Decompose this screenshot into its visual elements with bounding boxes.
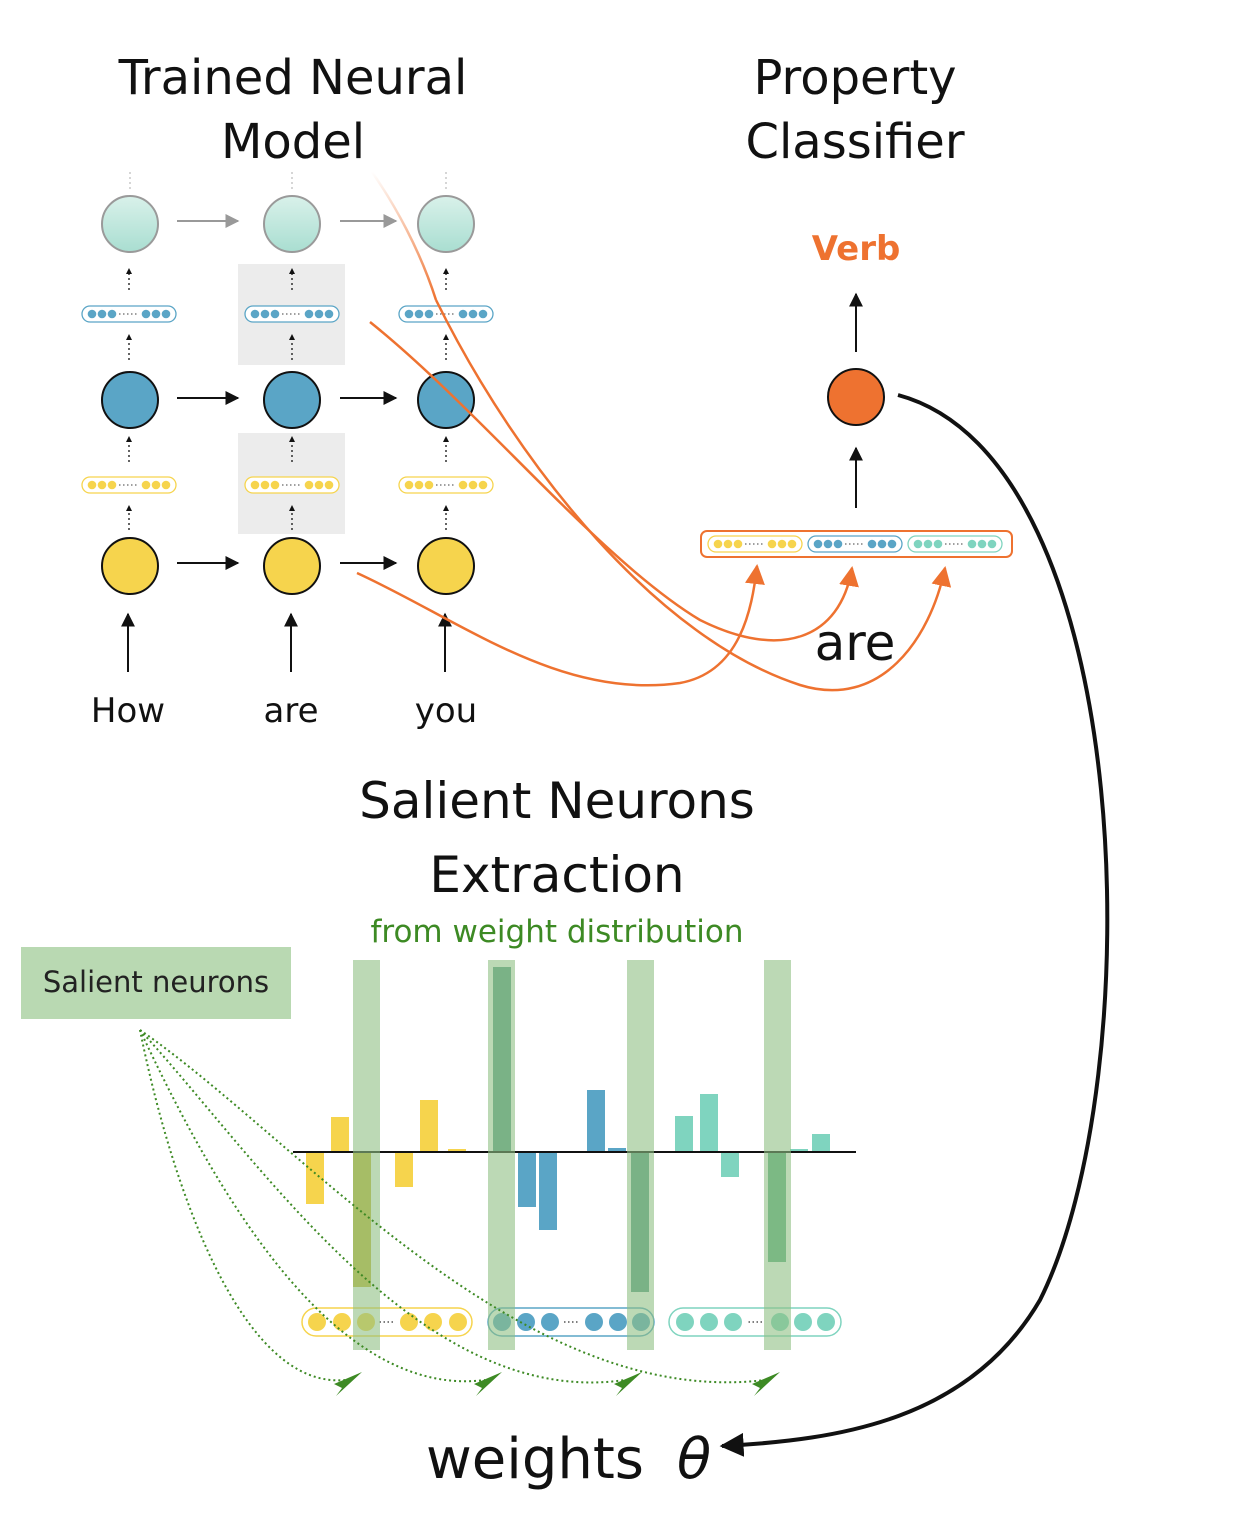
hidden2-node-1 <box>101 371 159 429</box>
weight-bar-17 <box>790 1149 808 1152</box>
salient-bands <box>353 960 791 1350</box>
weight-bar-10 <box>587 1090 605 1152</box>
hidden1-node-1 <box>101 537 159 595</box>
input-arrows <box>121 612 452 672</box>
model-title-line2: Model <box>221 114 365 170</box>
orange-curve-yellow <box>356 564 765 687</box>
blue-vector-2 <box>244 305 340 323</box>
yellow-vector-1 <box>81 476 177 494</box>
weight-bar-6 <box>448 1149 466 1152</box>
orange-curve-blue <box>369 321 859 642</box>
orange-curve-teal <box>434 299 952 692</box>
theta-symbol: θ <box>677 1427 711 1492</box>
hidden-layer-2 <box>101 371 475 429</box>
salient-band-3 <box>627 960 654 1350</box>
token-how: How <box>91 691 165 731</box>
verb-label: Verb <box>812 229 901 269</box>
weight-distribution <box>306 967 830 1292</box>
concat-blue <box>807 535 903 553</box>
salient-arrowhead-4 <box>752 1372 780 1396</box>
weight-bar-8 <box>518 1152 536 1207</box>
salient-arrowhead-2 <box>474 1372 502 1396</box>
yellow-vector-3 <box>398 476 494 494</box>
weight-bar-15 <box>721 1152 739 1177</box>
output-node-3 <box>417 195 475 253</box>
salient-band-4 <box>764 960 791 1350</box>
concat-teal <box>907 535 1003 553</box>
salient-neurons-label: Salient neurons <box>43 965 269 999</box>
column-vectors <box>81 268 494 530</box>
salient-arrowhead-1 <box>334 1372 362 1396</box>
orange-connections <box>356 299 952 692</box>
extraction-subtitle: from weight distribution <box>370 914 743 950</box>
model-title-line1: Trained Neural <box>118 50 468 106</box>
salient-curve-1 <box>139 1029 346 1382</box>
token-you: you <box>415 691 477 731</box>
yellow-neuron-vector <box>301 1307 473 1337</box>
hidden2-node-3 <box>417 371 475 429</box>
hidden1-node-3 <box>417 537 475 595</box>
bottom-neuron-vectors <box>301 1307 842 1337</box>
weights-label: weights <box>426 1427 644 1492</box>
salient-band-2 <box>488 960 515 1350</box>
teal-neuron-vector <box>668 1307 842 1337</box>
hidden1-node-2 <box>263 537 321 595</box>
salient-neurons-box <box>21 947 291 1019</box>
classifier-title-line2: Classifier <box>745 114 964 170</box>
classifier-to-weights-arrow <box>719 393 1110 1457</box>
yellow-vector-2 <box>244 476 340 494</box>
concat-yellow <box>707 535 803 553</box>
weight-bar-2 <box>331 1117 349 1152</box>
hidden-layer-1 <box>101 537 475 595</box>
weight-bar-13 <box>675 1116 693 1152</box>
output-layer <box>101 195 475 253</box>
weight-bar-1 <box>306 1152 324 1204</box>
salient-arrowhead-3 <box>614 1372 642 1396</box>
weight-bar-9 <box>539 1152 557 1230</box>
weight-bar-4 <box>395 1152 413 1187</box>
weight-bar-5 <box>420 1100 438 1152</box>
blue-vector-3 <box>398 305 494 323</box>
salient-curve-3 <box>139 1029 626 1384</box>
hidden2-node-2 <box>263 371 321 429</box>
weight-bar-11 <box>608 1148 626 1152</box>
output-node-1 <box>101 195 159 253</box>
salient-pointer-heads <box>334 1372 780 1396</box>
weight-bar-18 <box>812 1134 830 1152</box>
classifier-node <box>827 368 885 426</box>
classifier-title-line1: Property <box>753 50 956 106</box>
salient-pointer-curves <box>139 1029 766 1384</box>
weight-bar-14 <box>700 1094 718 1152</box>
top-dashes <box>129 172 447 192</box>
salient-band-1 <box>353 960 380 1350</box>
extraction-title-line2: Extraction <box>429 846 684 904</box>
output-node-2 <box>263 195 321 253</box>
blue-vector-1 <box>81 305 177 323</box>
concat-vector <box>707 535 1003 553</box>
token-are: are <box>264 691 319 731</box>
extraction-title-line1: Salient Neurons <box>359 772 755 830</box>
orange-curve-fade <box>370 171 438 301</box>
classifier-word-are: are <box>815 614 896 672</box>
salient-curve-4 <box>139 1029 766 1384</box>
